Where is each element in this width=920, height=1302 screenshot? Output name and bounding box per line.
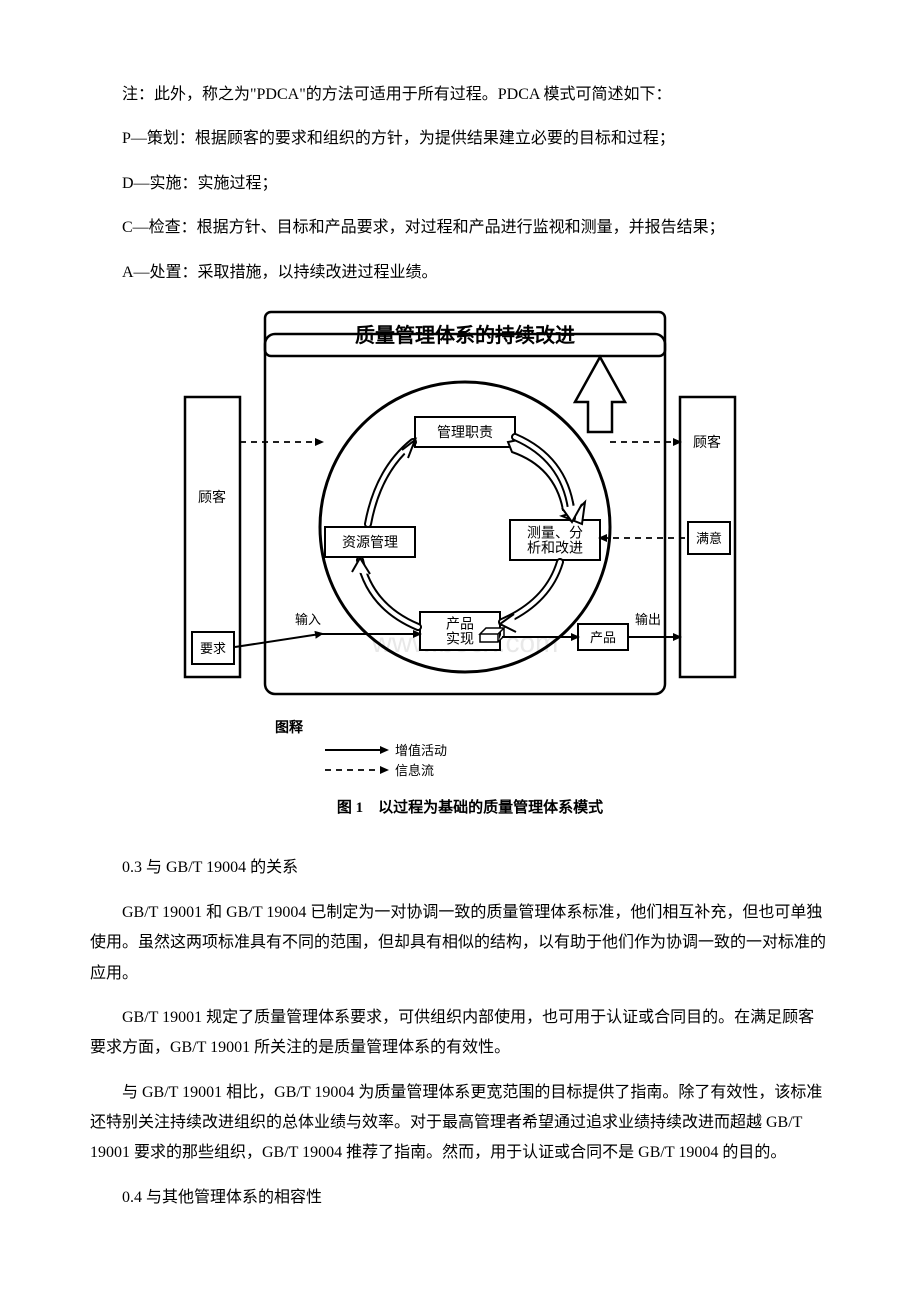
body-paragraph: GB/T 19001 规定了质量管理体系要求，可供组织内部使用，也可用于认证或合… xyxy=(90,1003,830,1064)
section-heading: 0.3 与 GB/T 19004 的关系 xyxy=(90,853,830,883)
svg-text:产品: 产品 xyxy=(446,616,474,632)
svg-text:管理职责: 管理职责 xyxy=(437,425,493,441)
body-paragraph: A—处置：采取措施，以持续改进过程业绩。 xyxy=(90,258,830,288)
body-paragraph: 与 GB/T 19001 相比，GB/T 19004 为质量管理体系更宽范围的目… xyxy=(90,1078,830,1169)
svg-text:析和改进: 析和改进 xyxy=(527,540,583,556)
svg-text:满意: 满意 xyxy=(696,531,722,546)
svg-text:图 1 以过程为基础的质量管理体系模式: 图 1 以过程为基础的质量管理体系模式 xyxy=(337,798,603,816)
body-paragraph: 注：此外，称之为"PDCA"的方法可适用于所有过程。PDCA 模式可简述如下： xyxy=(90,80,830,110)
svg-text:实现: 实现 xyxy=(446,631,474,647)
body-paragraph: GB/T 19001 和 GB/T 19004 已制定为一对协调一致的质量管理体… xyxy=(90,898,830,989)
svg-text:测量、分: 测量、分 xyxy=(527,525,583,541)
svg-text:顾客: 顾客 xyxy=(198,489,226,506)
svg-text:增值活动: 增值活动 xyxy=(395,743,447,758)
svg-text:产品: 产品 xyxy=(590,630,616,645)
qms-diagram: 质量管理体系的持续改进www.bocx.com管理职责资源管理测量、分析和改进产… xyxy=(180,302,740,822)
svg-text:输入: 输入 xyxy=(295,612,321,627)
svg-text:输出: 输出 xyxy=(635,612,661,627)
figure-container: 质量管理体系的持续改进www.bocx.com管理职责资源管理测量、分析和改进产… xyxy=(90,302,830,833)
body-paragraph: C—检查：根据方针、目标和产品要求，对过程和产品进行监视和测量，并报告结果； xyxy=(90,213,830,243)
svg-text:信息流: 信息流 xyxy=(395,763,434,778)
section-heading: 0.4 与其他管理体系的相容性 xyxy=(90,1183,830,1213)
svg-text:资源管理: 资源管理 xyxy=(342,535,398,551)
svg-text:图释: 图释 xyxy=(275,719,304,736)
svg-text:要求: 要求 xyxy=(200,641,226,656)
svg-text:顾客: 顾客 xyxy=(693,434,721,451)
body-paragraph: P—策划：根据顾客的要求和组织的方针，为提供结果建立必要的目标和过程； xyxy=(90,124,830,154)
body-paragraph: D—实施：实施过程； xyxy=(90,169,830,199)
